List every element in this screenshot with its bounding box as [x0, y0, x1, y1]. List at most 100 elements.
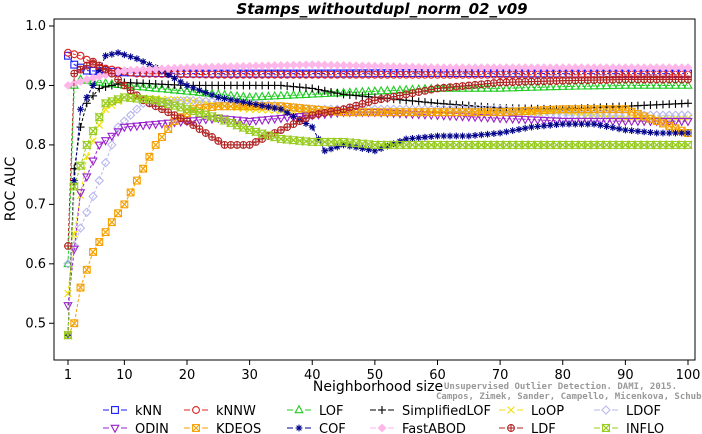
data-point-inflo: [301, 136, 311, 147]
data-point-simplifiedlof: [95, 84, 104, 93]
data-point-odin: [257, 116, 267, 126]
data-point-fastabod: [445, 63, 455, 73]
data-point-fastabod: [176, 63, 186, 73]
watermark-line-2: Campos, Zimek, Sander, Campello, Micenko…: [436, 391, 702, 402]
data-point-cof: [502, 128, 510, 136]
data-point-lof: [482, 83, 493, 92]
data-point-simplifiedlof: [333, 89, 342, 98]
data-point-fastabod: [602, 63, 612, 73]
data-point-ldof: [470, 104, 480, 115]
data-point-simplifiedlof: [408, 96, 417, 105]
data-point-cof: [621, 126, 629, 134]
data-point-ldf: [120, 81, 129, 90]
data-point-odin: [244, 117, 255, 127]
data-point-ldof: [82, 207, 92, 218]
data-point-inflo: [94, 112, 105, 122]
data-point-ldf: [446, 83, 454, 92]
data-point-fastabod: [483, 63, 493, 73]
data-point-cof: [590, 120, 598, 128]
data-point-ldf: [76, 65, 85, 74]
y-tick-label: 0.9: [25, 78, 46, 93]
data-point-simplifiedlof: [107, 81, 116, 90]
series-ldof: [63, 95, 693, 269]
x-tick-label: 60: [429, 368, 446, 383]
data-point-kdeos: [427, 108, 436, 117]
data-point-lof: [589, 80, 599, 90]
y-tick-label: 0.6: [25, 257, 46, 272]
data-point-cof: [615, 125, 623, 133]
data-point-ldf: [302, 114, 310, 123]
data-point-fastabod: [245, 61, 255, 71]
data-point-lof: [539, 81, 549, 91]
data-point-fastabod: [251, 61, 261, 71]
data-point-fastabod: [426, 63, 436, 72]
data-point-fastabod: [508, 63, 518, 73]
data-point-ldof: [132, 104, 142, 115]
data-point-fastabod: [232, 62, 242, 71]
data-point-ldof: [670, 110, 681, 120]
data-point-lof: [132, 81, 142, 90]
legend-item-knnw: kNNW: [184, 404, 256, 419]
data-point-fastabod: [320, 60, 330, 70]
data-point-lof: [520, 82, 530, 91]
data-point-loop: [114, 97, 122, 106]
data-point-cof: [584, 120, 592, 128]
data-point-cof: [528, 123, 535, 131]
data-point-ldf: [164, 108, 173, 117]
chart-title: Stamps_withoutdupl_norm_02_v09: [236, 0, 527, 18]
data-point-fastabod: [489, 63, 499, 73]
data-point-simplifiedlof: [314, 85, 323, 94]
legend-marker: [378, 406, 386, 414]
series-line-ldf: [67, 61, 688, 247]
data-point-lof: [63, 258, 73, 268]
x-tick-label: 50: [367, 368, 384, 383]
data-point-odin: [482, 114, 493, 123]
x-tick-label: 20: [179, 368, 196, 383]
data-point-cof: [146, 61, 153, 69]
data-point-fastabod: [464, 63, 474, 73]
data-point-fastabod: [533, 63, 543, 73]
data-point-ldof: [376, 104, 386, 115]
data-point-ldf: [276, 126, 285, 134]
data-point-simplifiedlof: [276, 81, 285, 90]
data-point-inflo: [138, 94, 148, 104]
data-point-kdeos: [658, 119, 667, 128]
data-point-inflo: [188, 106, 198, 116]
data-point-fastabod: [545, 63, 555, 73]
data-point-fastabod: [132, 65, 142, 75]
data-point-ldof: [88, 191, 98, 202]
data-point-cof: [446, 132, 454, 140]
legend-marker: [192, 406, 200, 414]
data-point-lof: [163, 84, 173, 93]
data-point-inflo: [119, 92, 130, 103]
data-point-ldf: [395, 91, 404, 100]
data-point-inflo: [150, 95, 161, 106]
data-point-fastabod: [495, 63, 505, 73]
data-point-kdeos: [120, 200, 129, 209]
data-point-odin: [113, 128, 123, 137]
data-point-ldf: [289, 120, 298, 129]
data-point-ldof: [107, 140, 117, 150]
data-point-kdeos: [126, 188, 135, 197]
data-point-inflo: [269, 132, 280, 142]
data-point-cof: [139, 58, 147, 66]
data-point-ldof: [125, 110, 136, 120]
data-point-cof: [628, 127, 636, 135]
data-point-fastabod: [439, 63, 449, 73]
data-point-ldf: [95, 61, 104, 70]
data-point-lof: [257, 91, 267, 101]
data-point-ldof: [601, 110, 612, 120]
data-point-inflo: [132, 93, 142, 104]
data-point-fastabod: [608, 63, 618, 73]
data-point-fastabod: [451, 63, 461, 73]
data-point-ldf: [89, 57, 98, 66]
data-point-fastabod: [658, 63, 668, 73]
data-point-odin: [63, 302, 73, 311]
data-point-ldf: [514, 77, 523, 86]
data-point-cof: [415, 134, 423, 142]
data-point-ldof: [363, 104, 374, 115]
data-point-fastabod: [307, 60, 317, 70]
data-point-inflo: [357, 138, 368, 149]
data-point-fastabod: [620, 63, 630, 73]
data-point-inflo: [345, 137, 355, 148]
